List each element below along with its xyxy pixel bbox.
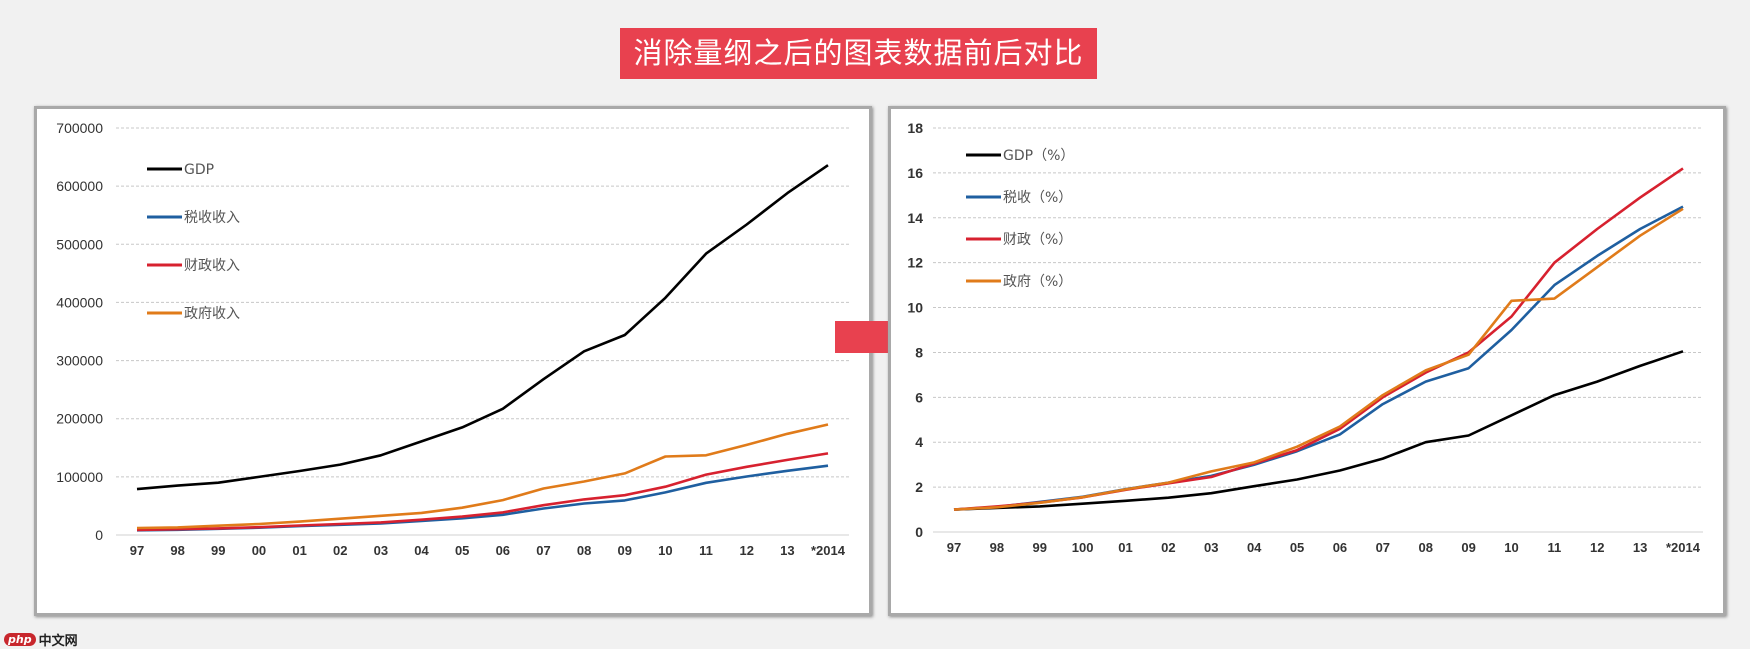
x-tick-label: 09 xyxy=(1461,540,1475,555)
page-title: 消除量纲之后的图表数据前后对比 xyxy=(620,28,1097,79)
legend-label: 财政（%） xyxy=(1003,232,1072,248)
y-tick-label: 0 xyxy=(915,524,923,540)
x-tick-label: 10 xyxy=(658,543,672,558)
y-tick-label: 0 xyxy=(95,527,103,543)
x-tick-label: 13 xyxy=(780,543,794,558)
x-tick-label: 13 xyxy=(1633,540,1647,555)
site-logo: php 中文网 xyxy=(4,630,78,649)
y-tick-label: 10 xyxy=(907,300,923,316)
y-tick-label: 18 xyxy=(907,120,923,136)
y-tick-label: 100000 xyxy=(56,469,103,485)
legend-label: 财政收入 xyxy=(184,258,240,274)
x-tick-label: 08 xyxy=(577,543,591,558)
x-tick-label: 99 xyxy=(1033,540,1047,555)
series-line-2 xyxy=(136,452,829,532)
y-tick-label: 700000 xyxy=(56,120,103,136)
x-tick-label: 01 xyxy=(1118,540,1132,555)
y-tick-label: 8 xyxy=(915,344,923,360)
series-line-1 xyxy=(136,464,829,532)
x-tick-label: 09 xyxy=(618,543,632,558)
y-tick-label: 2 xyxy=(915,479,923,495)
x-tick-label: *2014 xyxy=(811,543,846,558)
x-tick-label: 98 xyxy=(170,543,184,558)
x-tick-label: 12 xyxy=(739,543,753,558)
chart-panel-normalized: 0 2 4 6 8 10 12 14 16 18 97 98 99 100 01 02 03 04 05 06 07 08… xyxy=(888,106,1726,616)
y-tick-label: 300000 xyxy=(56,353,103,369)
x-tick-label: 07 xyxy=(1376,540,1390,555)
series-line-3 xyxy=(136,423,829,530)
y-tick-label: 4 xyxy=(915,434,923,450)
series-line-1 xyxy=(953,205,1684,511)
x-tick-label: 97 xyxy=(130,543,144,558)
x-tick-label: 03 xyxy=(1204,540,1218,555)
x-tick-label: 100 xyxy=(1072,540,1094,555)
y-tick-label: 12 xyxy=(907,255,923,271)
legend-label: GDP（%） xyxy=(1003,148,1074,164)
x-tick-label: 02 xyxy=(1161,540,1175,555)
x-tick-label: 11 xyxy=(1547,540,1561,555)
x-tick-label: 04 xyxy=(1247,540,1262,555)
x-tick-label: 12 xyxy=(1590,540,1604,555)
x-tick-label: 03 xyxy=(374,543,388,558)
x-tick-label: 10 xyxy=(1504,540,1518,555)
series-line-0 xyxy=(953,350,1684,511)
x-tick-label: 00 xyxy=(252,543,266,558)
y-tick-label: 16 xyxy=(907,165,923,181)
series-line-3 xyxy=(953,207,1684,511)
legend-label: 政府收入 xyxy=(184,306,240,322)
y-tick-label: 14 xyxy=(907,210,923,226)
y-tick-label: 200000 xyxy=(56,411,103,427)
x-tick-label: 97 xyxy=(947,540,961,555)
x-tick-label: 08 xyxy=(1418,540,1432,555)
logo-mark: php xyxy=(4,633,36,646)
x-tick-label: 11 xyxy=(699,543,713,558)
x-tick-label: 06 xyxy=(496,543,510,558)
series-line-0 xyxy=(136,164,829,491)
x-tick-label: 06 xyxy=(1333,540,1347,555)
x-tick-label: 01 xyxy=(292,543,306,558)
x-tick-label: 05 xyxy=(1290,540,1304,555)
x-tick-label: 04 xyxy=(414,543,429,558)
y-tick-label: 6 xyxy=(915,389,923,405)
x-tick-label: 05 xyxy=(455,543,469,558)
series-line-2 xyxy=(953,167,1684,511)
y-tick-label: 500000 xyxy=(56,236,103,252)
chart-raw-values: 0 100000 200000 300000 400000 500000 600000 700… xyxy=(56,120,849,558)
x-tick-label: 07 xyxy=(536,543,550,558)
x-tick-label: 02 xyxy=(333,543,347,558)
chart-panel-raw: 0 100000 200000 300000 400000 500000 600000 700… xyxy=(34,106,872,616)
logo-text: 中文网 xyxy=(38,634,78,649)
legend-label: 税收收入 xyxy=(184,210,240,226)
x-tick-label: 99 xyxy=(211,543,225,558)
y-tick-label: 400000 xyxy=(56,294,103,310)
y-tick-label: 600000 xyxy=(56,178,103,194)
legend-label: 税收（%） xyxy=(1003,190,1072,206)
x-tick-label: *2014 xyxy=(1666,540,1701,555)
legend-label: 政府（%） xyxy=(1003,274,1072,290)
legend-label: GDP xyxy=(184,162,214,178)
x-tick-label: 98 xyxy=(990,540,1004,555)
